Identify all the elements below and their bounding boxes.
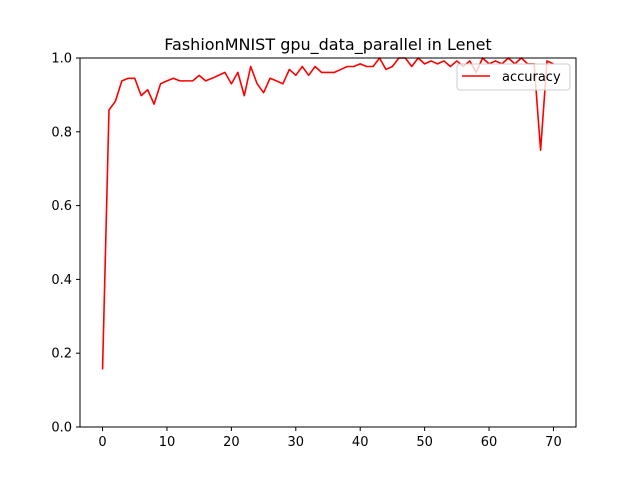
x-tick-label: 70 [545, 435, 562, 450]
x-tick-label: 20 [223, 435, 240, 450]
y-tick-label: 0.4 [51, 273, 72, 288]
y-tick-label: 0.0 [51, 421, 72, 436]
plot-area-frame [79, 57, 577, 428]
y-tick-label: 0.8 [51, 125, 72, 140]
x-tick-label: 60 [481, 435, 498, 450]
x-tick-label: 30 [288, 435, 305, 450]
y-tick-label: 0.6 [51, 199, 72, 214]
series-line-accuracy [101, 57, 554, 370]
legend-box [456, 63, 571, 91]
legend: accuracy [456, 63, 571, 91]
series-layer [101, 57, 554, 370]
x-axis-ticks: 0 10 20 30 40 50 60 70 [98, 427, 562, 450]
y-tick-label: 0.2 [51, 347, 72, 362]
legend-label-accuracy: accuracy [502, 70, 561, 85]
x-tick-label: 10 [159, 435, 176, 450]
x-tick-label: 0 [98, 435, 106, 450]
x-tick-label: 40 [352, 435, 369, 450]
y-tick-label: 1.0 [51, 52, 72, 67]
y-axis-ticks: 0.0 0.2 0.4 0.6 0.8 1.0 [51, 52, 80, 436]
chart-title: FashionMNIST gpu_data_parallel in Lenet [164, 35, 491, 55]
x-tick-label: 50 [416, 435, 433, 450]
